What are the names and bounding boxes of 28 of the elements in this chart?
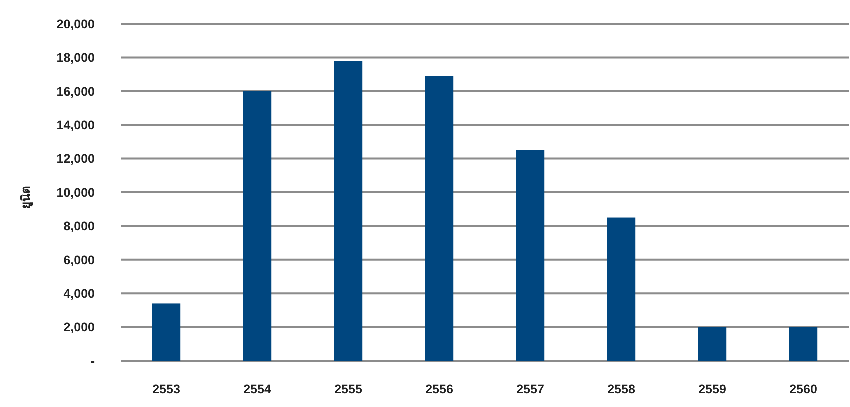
bar [789, 327, 818, 361]
x-tick-label: 2558 [608, 382, 636, 396]
y-tick-label: 8,000 [64, 220, 96, 234]
x-tick-label: 2559 [698, 382, 726, 396]
y-tick-label: 20,000 [56, 17, 96, 32]
x-tick-label: 2557 [516, 382, 544, 396]
x-tick-label: 2555 [334, 382, 362, 396]
x-tick-label: 2553 [152, 382, 180, 396]
y-tick-label: 4,000 [64, 286, 96, 301]
bar [607, 218, 636, 361]
bar [334, 61, 363, 361]
y-tick-label: 14,000 [56, 118, 96, 132]
bar [425, 76, 454, 361]
y-tick-label: 12,000 [56, 152, 96, 166]
x-tick-label: 2556 [426, 382, 454, 396]
y-tick-label: 16,000 [56, 84, 96, 99]
x-tick-label: 2560 [790, 382, 818, 396]
bar [516, 150, 545, 361]
x-tick-label: 2554 [244, 382, 272, 396]
bar [243, 91, 272, 361]
y-tick-label: 10,000 [56, 186, 96, 200]
bar [152, 304, 181, 361]
y-tick-label: 6,000 [64, 253, 96, 268]
bar [698, 327, 727, 361]
y-tick-label: 2,000 [64, 320, 96, 335]
y-axis-title: ยูนิต [19, 186, 34, 209]
y-tick-label: - [90, 354, 95, 368]
y-tick-label: 18,000 [56, 51, 96, 66]
